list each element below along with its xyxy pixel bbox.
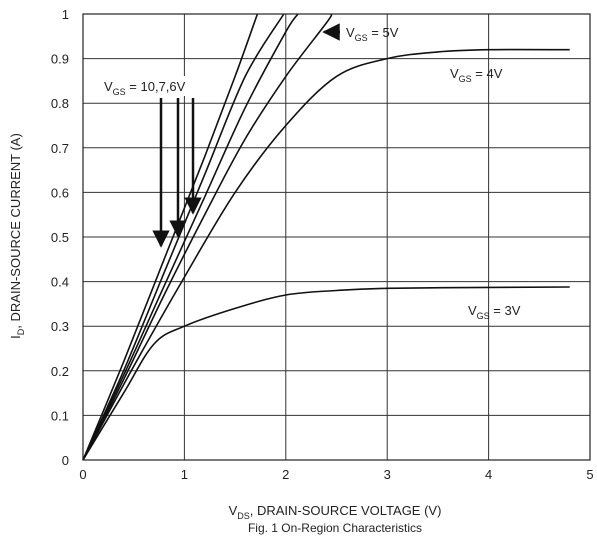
y-axis-label: ID, DRAIN-SOURCE CURRENT (A) (8, 133, 26, 339)
y-tick-label: 0.7 (51, 141, 69, 156)
plot-frame (82, 13, 591, 461)
x-axis-label: VDS, DRAIN-SOURCE VOLTAGE (V) (229, 503, 442, 521)
y-tick-label: 0.9 (51, 52, 69, 67)
x-tick-label: 4 (485, 467, 492, 482)
tick-labels: 0 1 2 3 4 5 0 0.1 0.2 0.3 0.4 0.5 0.6 0.7 0.8 0.9 1 (51, 7, 594, 482)
x-tick-label: 1 (181, 467, 188, 482)
x-tick-label: 0 (79, 467, 86, 482)
y-tick-label: 0.6 (51, 185, 69, 200)
y-tick-label: 0.3 (51, 319, 69, 334)
x-tick-label: 5 (586, 467, 593, 482)
y-tick-label: 0 (62, 453, 69, 468)
x-tick-label: 2 (282, 467, 289, 482)
svg-text:VGS = 10,7,6V: VGS = 10,7,6V (104, 79, 186, 97)
series-lines (82, 13, 570, 461)
y-tick-label: 0.1 (51, 408, 69, 423)
y-tick-label: 0.5 (51, 230, 69, 245)
svg-text:VGS = 5V: VGS = 5V (346, 25, 399, 43)
annotation-vgs-4v: VGS = 4V (450, 66, 503, 84)
annotation-vgs-10-7-6v: VGS = 10,7,6V (100, 76, 212, 248)
series-line-5 (82, 286, 570, 461)
y-tick-label: 1 (62, 7, 69, 22)
y-tick-label: 0.2 (51, 364, 69, 379)
x-tick-label: 3 (384, 467, 391, 482)
annotation-vgs-3v: VGS = 3V (468, 303, 521, 321)
svg-text:VGS = 4V: VGS = 4V (450, 66, 503, 84)
series-line-4 (82, 48, 570, 461)
annotation-vgs-5v: VGS = 5V (322, 23, 399, 43)
figure-caption: Fig. 1 On-Region Characteristics (248, 521, 422, 535)
y-tick-label: 0.8 (51, 96, 69, 111)
series-line-2 (82, 13, 299, 461)
y-tick-label: 0.4 (51, 275, 69, 290)
series-line-3 (82, 13, 333, 461)
svg-text:VGS = 3V: VGS = 3V (468, 303, 521, 321)
